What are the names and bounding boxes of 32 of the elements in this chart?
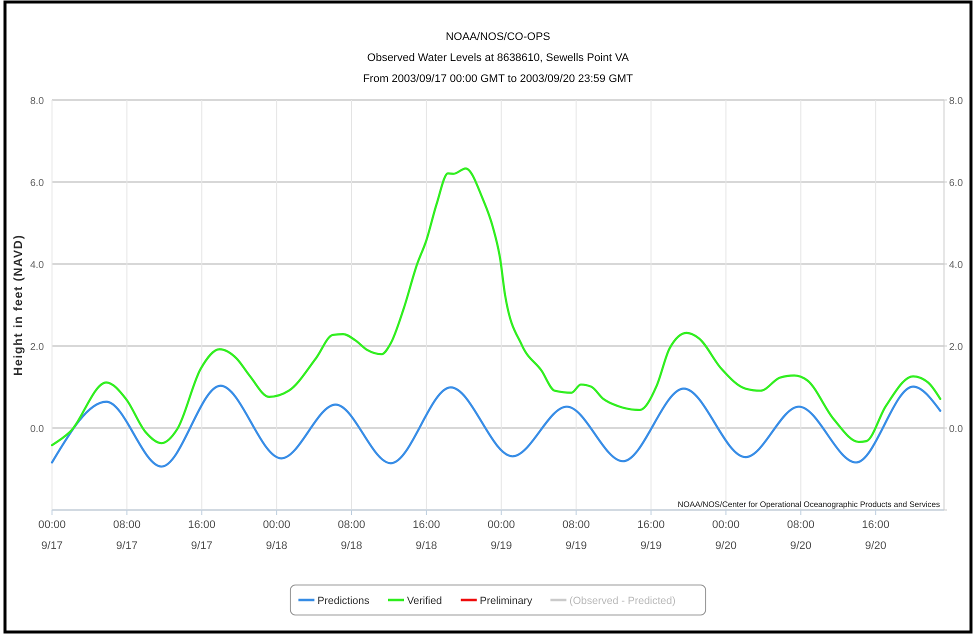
x-tick-label: 08:00 9/19	[562, 519, 590, 552]
y-axis-title: Height in feet (NAVD)	[11, 234, 25, 376]
y-tick-label: 6.0	[30, 178, 44, 189]
y2-tick-label: 4.0	[949, 260, 964, 271]
y-tick-label: 2.0	[30, 342, 44, 353]
y2-tick-label: 0.0	[949, 424, 964, 435]
x-tick-label: 08:00 9/17	[113, 519, 141, 552]
y-tick-label: 0.0	[30, 424, 44, 435]
legend-label: Predictions	[317, 595, 370, 607]
line-series	[50, 167, 942, 446]
annotation: NOAA/NOS/Center for Operational Oceanographic Products and Services	[678, 500, 940, 509]
chart-subtitle: Observed Water Levels at 8638610, Sewells Point VA From 2003/09/17 00:00 GMT to 2003/09/20 23:59 GMT	[362, 52, 634, 85]
y-tick-label: 8.0	[30, 96, 44, 107]
x-tick-label: 00:00 9/18	[262, 519, 290, 552]
y2-tick-label: 6.0	[949, 178, 964, 189]
y2-tick-label: 2.0	[949, 342, 964, 353]
x-tick-label: 16:00 9/17	[188, 519, 216, 552]
legend-label: Verified	[407, 595, 442, 607]
legend-label: (Observed - Predicted)	[569, 595, 676, 607]
x-tick-label: 08:00 9/18	[338, 519, 366, 552]
x-tick-label: 16:00 9/20	[862, 519, 890, 552]
y2-tick-label: 8.0	[949, 96, 964, 107]
x-tick-label: 00:00 9/20	[712, 519, 740, 552]
x-tick-label: 08:00 9/20	[787, 519, 815, 552]
legend-label: Preliminary	[480, 595, 534, 607]
x-tick-label: 00:00 9/19	[488, 519, 516, 552]
chart-title: NOAA/NOS/CO-OPS	[446, 31, 550, 43]
x-tick-label: 00:00 9/17	[38, 519, 66, 552]
x-tick-label: 16:00 9/19	[637, 519, 665, 552]
line-series	[50, 384, 942, 468]
y-tick-label: 4.0	[30, 260, 44, 271]
x-tick-label: 16:00 9/18	[412, 519, 440, 552]
